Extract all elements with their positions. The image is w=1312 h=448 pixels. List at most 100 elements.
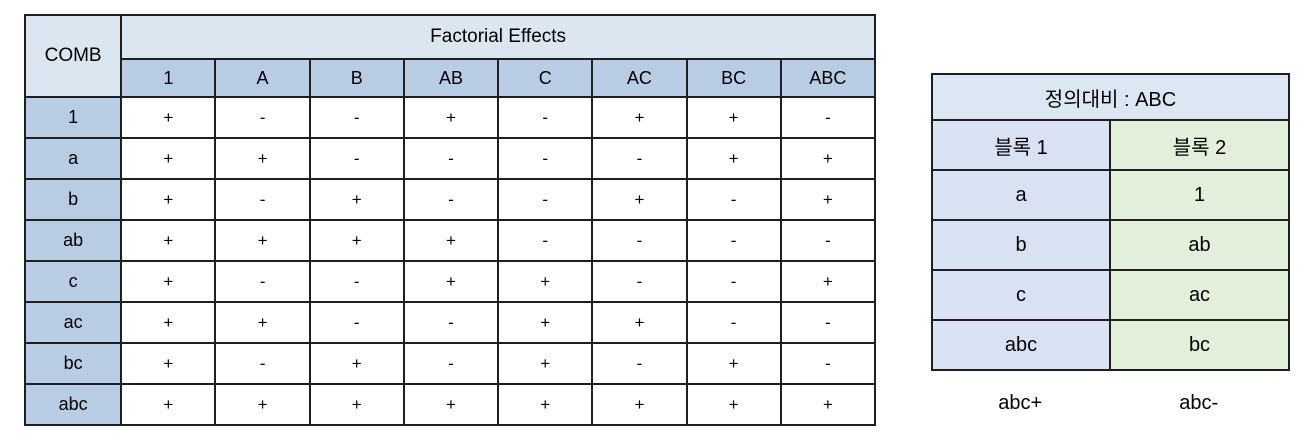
sign-cell: -	[497, 219, 594, 262]
table-row: a + + - - - - + +	[23, 137, 877, 180]
block1-cell: a	[931, 169, 1111, 221]
sign-cell: +	[120, 301, 217, 344]
sign-cell: +	[120, 260, 217, 303]
sign-cell: -	[685, 219, 782, 262]
table-row: b + - + - - + - +	[23, 178, 877, 221]
sign-cell: +	[685, 96, 782, 139]
row-label: abc	[23, 383, 123, 426]
row-label: b	[23, 178, 123, 221]
group-header-factorial-effects: Factorial Effects	[120, 14, 876, 60]
sign-cell: +	[779, 178, 877, 221]
block2-cell: ac	[1109, 269, 1290, 321]
sign-cell: +	[214, 137, 311, 180]
sign-cell: -	[591, 137, 688, 180]
block2-footer-label: abc-	[1179, 392, 1219, 414]
defining-contrast-title: 정의대비 : ABC	[931, 73, 1290, 121]
block2-cell: ab	[1109, 219, 1290, 271]
column-header-abc: ABC	[779, 58, 877, 98]
row-label: c	[23, 260, 123, 303]
sign-cell: +	[214, 301, 311, 344]
row-label: ab	[23, 219, 123, 262]
sign-cell: -	[402, 342, 500, 385]
row-label: a	[23, 137, 123, 180]
table-row: 블록 1 블록 2	[931, 119, 1290, 171]
factorial-effects-table: COMB Factorial Effects 1 A B AB C AC BC …	[23, 14, 877, 426]
sign-cell: -	[779, 301, 877, 344]
sign-cell: -	[779, 219, 877, 262]
table-row: 1 + - - + - + + -	[23, 96, 877, 139]
table-row: bc + - + - + - + -	[23, 342, 877, 385]
sign-cell: -	[214, 178, 311, 221]
sign-cell: -	[497, 178, 594, 221]
sign-cell: +	[308, 178, 405, 221]
block1-cell: abc	[931, 319, 1111, 371]
sign-cell: -	[497, 137, 594, 180]
column-header-b: B	[308, 58, 405, 98]
block1-header: 블록 1	[931, 119, 1111, 171]
table-row: c ac	[931, 269, 1290, 321]
sign-cell: +	[402, 260, 500, 303]
sign-cell: +	[308, 342, 405, 385]
sign-cell: -	[591, 342, 688, 385]
sign-cell: -	[308, 301, 405, 344]
column-header-1: 1	[120, 58, 217, 98]
row-label: 1	[23, 96, 123, 139]
sign-cell: +	[591, 301, 688, 344]
sign-cell: +	[685, 383, 782, 426]
sign-cell: +	[120, 383, 217, 426]
sign-cell: -	[685, 178, 782, 221]
sign-cell: -	[591, 260, 688, 303]
sign-cell: +	[308, 383, 405, 426]
sign-cell: -	[214, 342, 311, 385]
sign-cell: +	[497, 301, 594, 344]
sign-cell: +	[497, 342, 594, 385]
table-row: abc bc	[931, 319, 1290, 371]
column-header-ac: AC	[591, 58, 688, 98]
block1-cell: b	[931, 219, 1111, 271]
block-assignment-table: 정의대비 : ABC 블록 1 블록 2 a 1 b ab c ac abc b…	[931, 73, 1290, 371]
table-row: ab + + + + - - - -	[23, 219, 877, 262]
sign-cell: -	[308, 137, 405, 180]
sign-cell: +	[779, 260, 877, 303]
sign-cell: +	[214, 219, 311, 262]
table-row: a 1	[931, 169, 1290, 221]
block1-footer-label: abc+	[998, 392, 1043, 414]
sign-cell: +	[779, 137, 877, 180]
block-footer-labels: abc+ abc-	[931, 392, 1288, 415]
sign-cell: +	[120, 137, 217, 180]
sign-cell: -	[402, 137, 500, 180]
table-row: ac + + - - + + - -	[23, 301, 877, 344]
column-header-ab: AB	[402, 58, 500, 98]
sign-cell: +	[120, 178, 217, 221]
sign-cell: -	[402, 301, 500, 344]
sign-cell: +	[591, 178, 688, 221]
sign-cell: +	[214, 383, 311, 426]
sign-cell: +	[779, 383, 877, 426]
sign-cell: +	[308, 219, 405, 262]
row-label: ac	[23, 301, 123, 344]
sign-cell: -	[214, 96, 311, 139]
sign-cell: +	[402, 96, 500, 139]
sign-cell: +	[120, 96, 217, 139]
row-label: bc	[23, 342, 123, 385]
sign-cell: +	[402, 383, 500, 426]
sign-cell: -	[308, 96, 405, 139]
comb-corner-header: COMB	[23, 14, 123, 98]
table-row: 정의대비 : ABC	[931, 73, 1290, 121]
table-row: c + - - + + - - +	[23, 260, 877, 303]
table-row: b ab	[931, 219, 1290, 271]
sign-cell: -	[214, 260, 311, 303]
sign-cell: -	[779, 342, 877, 385]
block2-cell: bc	[1109, 319, 1290, 371]
sign-cell: +	[120, 219, 217, 262]
sign-cell: +	[402, 219, 500, 262]
sign-cell: +	[591, 383, 688, 426]
table-row: 1 A B AB C AC BC ABC	[25, 58, 877, 98]
column-header-bc: BC	[685, 58, 782, 98]
sign-cell: -	[685, 260, 782, 303]
sign-cell: +	[591, 96, 688, 139]
column-header-c: C	[497, 58, 594, 98]
sign-cell: +	[497, 260, 594, 303]
sign-cell: -	[308, 260, 405, 303]
